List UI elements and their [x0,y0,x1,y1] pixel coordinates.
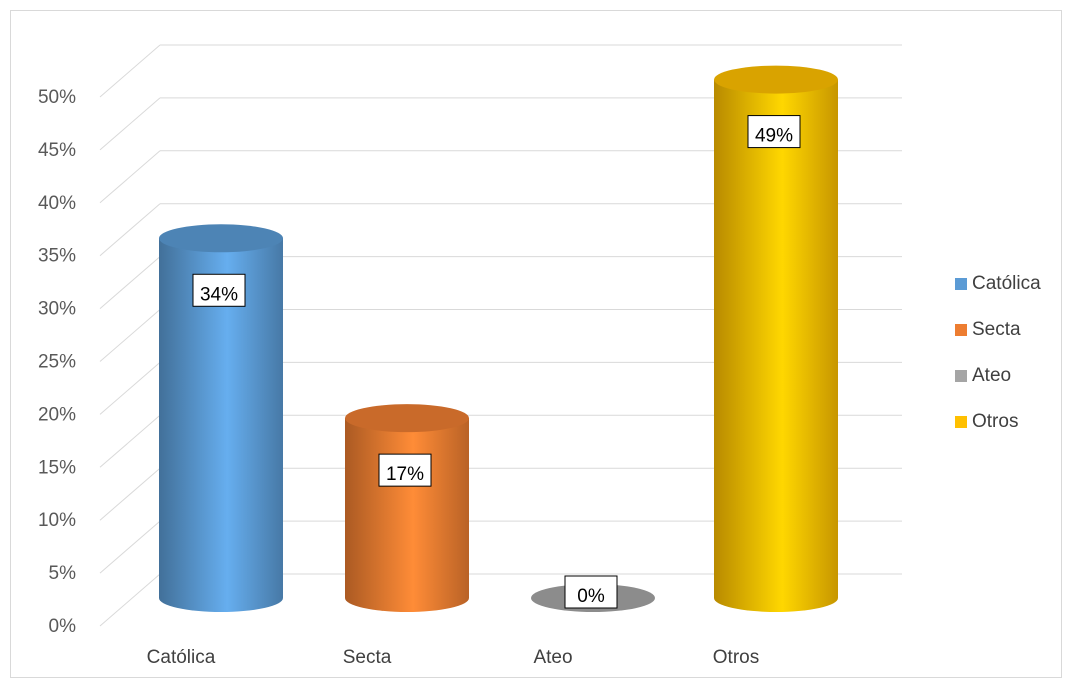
legend-label: Otros [972,411,1019,432]
legend-swatch [955,324,967,336]
legend-label: Ateo [972,365,1012,386]
legend-label: Católica [972,273,1041,294]
category-label: Secta [343,647,392,668]
y-tick-label: 35% [38,246,76,267]
legend-item-secta: Secta [955,318,1041,342]
y-tick-label: 30% [38,299,76,320]
gridline-diagonal [99,150,161,204]
data-label: 34% [192,273,246,307]
gridline-diagonal [99,203,161,257]
y-tick-label: 50% [38,87,76,108]
data-label: 17% [378,453,432,487]
bars [159,65,838,612]
legend-item-catolica: Católica [955,272,1041,296]
y-tick-label: 40% [38,193,76,214]
gridline-diagonal [99,256,161,309]
y-axis-ticks: 0% 5% 10% 15% 20% 25% 30% 35% 40% 45% 50% [38,87,76,637]
y-tick-label: 15% [38,457,76,478]
gridline-diagonal [99,362,161,415]
gridline-diagonal [99,467,161,521]
data-label-text: 49% [755,126,793,147]
data-label-box [747,115,801,149]
legend-item-ateo: Ateo [955,364,1041,388]
legend: Católica Secta Ateo Otros [955,272,1041,456]
data-label-box [564,575,618,609]
data-label-text: 34% [200,284,238,305]
gridline-diagonal [99,44,161,98]
data-label: 0% [564,575,618,609]
category-label: Católica [147,647,216,668]
bar-catolica [159,224,283,612]
gridline-diagonal [99,97,161,151]
bar-top [159,224,283,253]
bar-body [159,238,283,612]
y-tick-label: 45% [38,140,76,161]
legend-label: Secta [972,319,1021,340]
category-label: Ateo [533,647,572,668]
bar-otros [714,65,838,612]
bar-top [345,404,469,433]
gridline-diagonal [99,309,161,362]
x-axis-categories: Católica Secta Ateo Otros [147,647,760,668]
y-tick-label: 5% [49,563,77,584]
y-tick-label: 25% [38,352,76,373]
gridline-diagonal [99,573,161,627]
gridline-diagonal [99,414,161,468]
y-tick-label: 20% [38,404,76,425]
legend-swatch [955,370,967,382]
legend-swatch [955,416,967,428]
data-label-text: 17% [386,464,424,485]
bar-secta [345,404,469,612]
bar-body [714,79,838,612]
bar-top [714,65,838,94]
category-label: Otros [713,647,759,668]
data-label-box [192,273,246,307]
gridline-diagonal [99,520,161,574]
data-label: 49% [747,115,801,149]
data-label-text: 0% [577,586,605,607]
legend-swatch [955,278,967,290]
legend-item-otros: Otros [955,410,1041,434]
bar-body [345,418,469,612]
data-labels: 34% 17% 0% 49% [192,115,801,609]
y-tick-label: 0% [49,616,77,637]
y-tick-label: 10% [38,510,76,531]
data-label-box [378,453,432,487]
